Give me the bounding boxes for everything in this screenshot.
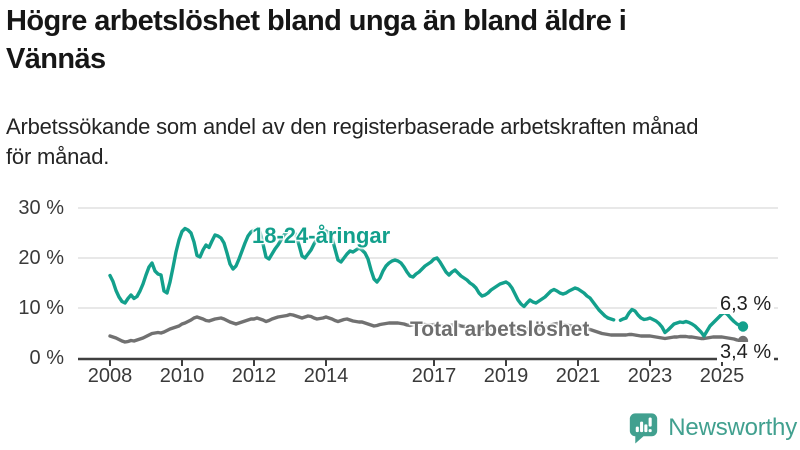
end-value-label-young: 6,3 % bbox=[717, 294, 775, 314]
x-axis-tick-label: 2019 bbox=[483, 365, 529, 387]
page-subtitle: Arbetssökande som andel av den registerb… bbox=[6, 112, 698, 172]
newsworthy-icon bbox=[630, 413, 658, 444]
y-axis-tick-label: 0 % bbox=[29, 347, 64, 369]
page-title-line-2: Vännäs bbox=[6, 43, 106, 75]
x-axis-tick-label: 2014 bbox=[303, 365, 349, 387]
y-axis-tick-label: 30 % bbox=[18, 197, 64, 219]
page-subtitle-line-2: för månad. bbox=[6, 144, 110, 169]
x-axis-tick-label: 2023 bbox=[627, 365, 673, 387]
page-title-line-1: Högre arbetslöshet bland unga än bland ä… bbox=[6, 5, 627, 37]
x-axis-tick-label: 2010 bbox=[159, 365, 205, 387]
x-axis-tick-label: 2012 bbox=[231, 365, 277, 387]
series-label-young: 18-24-åringar bbox=[252, 223, 391, 248]
page-title: Högre arbetslöshet bland unga än bland ä… bbox=[6, 2, 627, 78]
y-axis-tick-label: 20 % bbox=[18, 247, 64, 269]
brand-name: Newsworthy bbox=[668, 414, 797, 441]
x-axis-tick-label: 2017 bbox=[411, 365, 457, 387]
x-axis-tick-label: 2021 bbox=[555, 365, 601, 387]
x-axis-tick-label: 2025 bbox=[699, 365, 745, 387]
newsworthy-logo[interactable]: Newsworthy bbox=[628, 411, 797, 445]
series-label-total: Total arbetslöshet bbox=[410, 318, 590, 341]
x-axis-tick-label: 2008 bbox=[87, 365, 133, 387]
y-axis-tick-label: 10 % bbox=[18, 297, 64, 319]
page-subtitle-line-1: Arbetssökande som andel av den registerb… bbox=[6, 114, 699, 139]
end-value-label-total: 3,4 % bbox=[717, 342, 775, 362]
